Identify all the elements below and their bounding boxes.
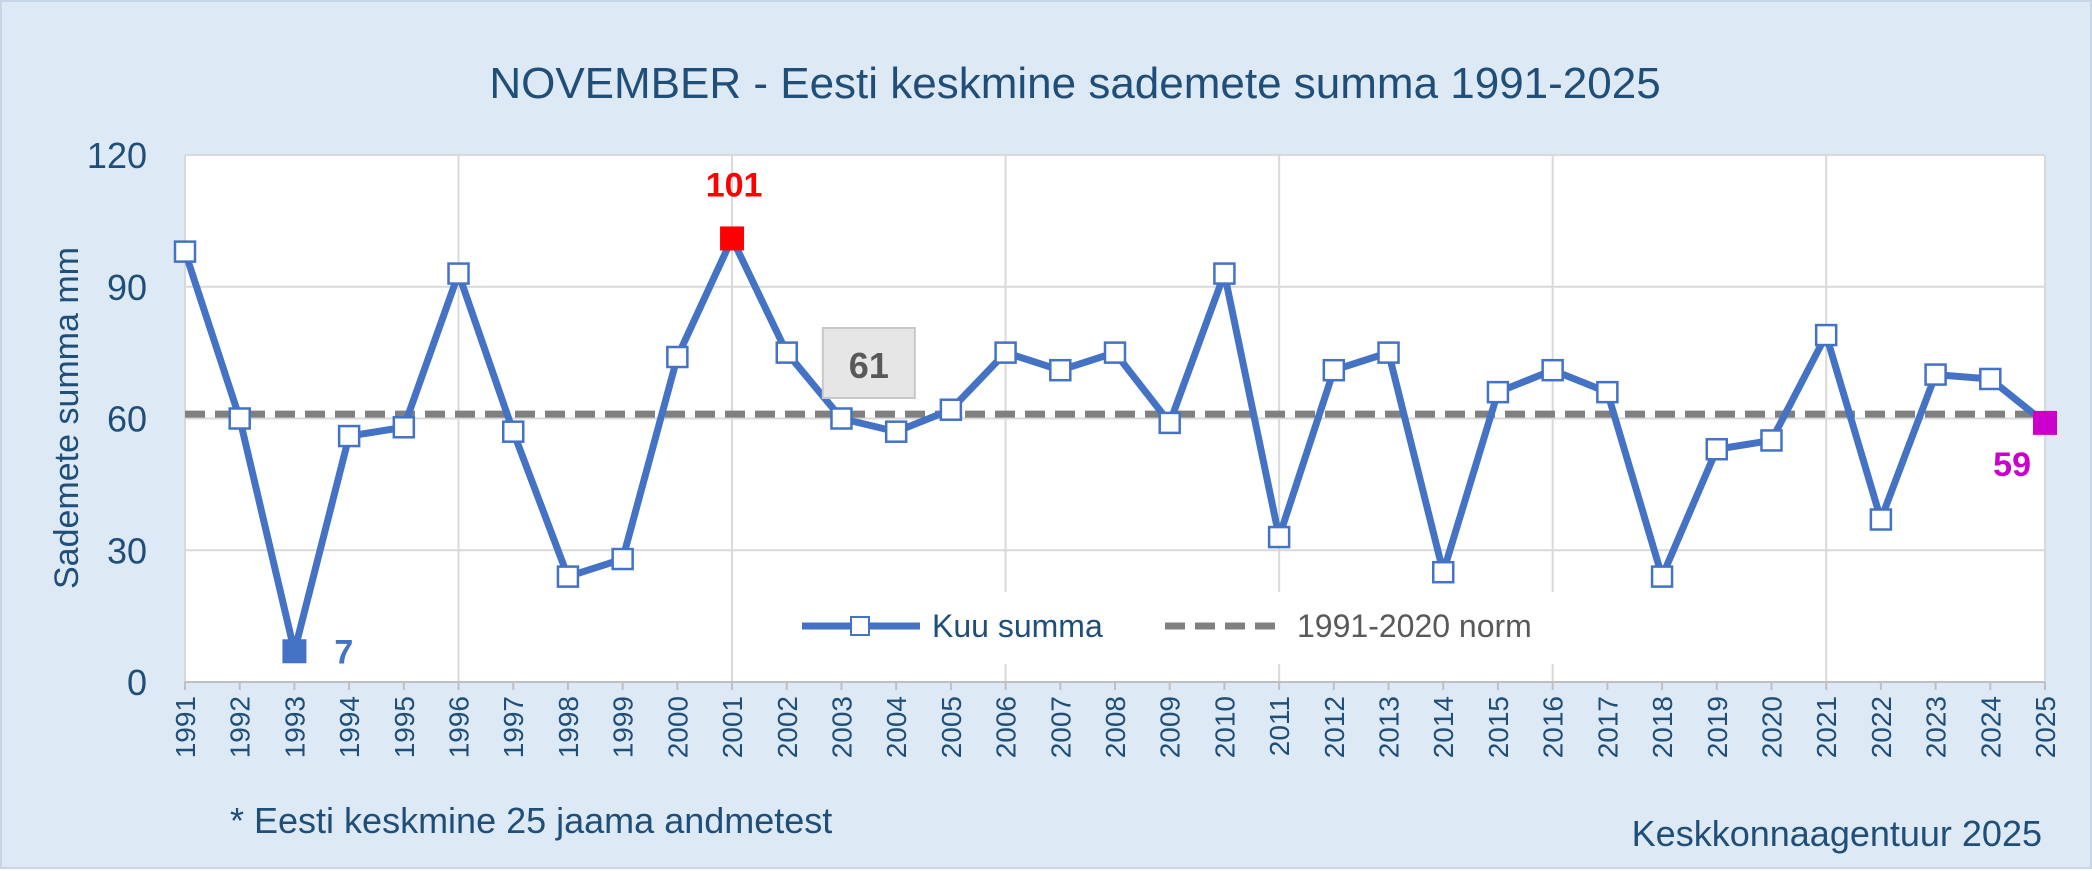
x-tick-label: 2001 xyxy=(717,696,748,758)
data-point xyxy=(556,565,580,588)
y-axis-label: Sademete summa mm xyxy=(48,247,86,589)
y-tick-label: 120 xyxy=(87,135,147,176)
data-point xyxy=(666,345,689,369)
x-tick-label: 2013 xyxy=(1374,696,1405,758)
data-point xyxy=(173,240,197,263)
highlight-point xyxy=(720,226,745,251)
data-point xyxy=(447,262,470,285)
legend-series-marker xyxy=(850,616,870,636)
data-point xyxy=(1869,508,1893,531)
x-tick-label: 1998 xyxy=(553,696,584,758)
data-point xyxy=(775,341,799,364)
legend-norm-label: 1991-2020 norm xyxy=(1297,608,1532,644)
x-tick-label: 2003 xyxy=(826,696,857,758)
highlight-point xyxy=(2033,410,2057,435)
data-point xyxy=(1267,525,1291,549)
x-tick-label: 1996 xyxy=(444,696,475,758)
y-tick-label: 90 xyxy=(107,267,147,308)
data-point xyxy=(392,416,416,439)
norm-value-label: 61 xyxy=(849,345,889,386)
highlight-label: 59 xyxy=(1993,446,2031,484)
x-tick-label: 2024 xyxy=(1975,696,2006,758)
x-tick-label: 1997 xyxy=(498,696,529,758)
x-tick-label: 2018 xyxy=(1647,696,1678,758)
data-point xyxy=(830,407,853,430)
data-point xyxy=(1049,358,1072,382)
x-tick-label: 2009 xyxy=(1155,696,1186,758)
x-tick-label: 1992 xyxy=(225,696,256,758)
x-tick-label: 2017 xyxy=(1592,696,1623,758)
x-tick-label: 2002 xyxy=(772,696,803,758)
axis-layer: 0 30 60 90 120 1991 1992 1993 1994 1995 1996 1997 19… xyxy=(87,135,2061,758)
data-point xyxy=(1596,380,1619,404)
data-point xyxy=(337,424,361,448)
data-point xyxy=(1103,341,1127,364)
highlight-label: 101 xyxy=(706,166,763,204)
x-tick-label: 1993 xyxy=(279,696,310,758)
label-layer: 61 7 101 59 xyxy=(334,166,2031,671)
data-point xyxy=(1158,411,1181,435)
x-tick-label: 1995 xyxy=(389,696,420,758)
source-credit: Keskkonnaagentuur 2025 xyxy=(1632,813,2042,854)
data-point xyxy=(1486,380,1510,404)
legend-series-label: Kuu summa xyxy=(932,608,1103,644)
y-tick-label: 30 xyxy=(107,530,147,571)
x-tick-label: 2000 xyxy=(662,696,693,758)
highlight-point xyxy=(282,639,307,664)
x-tick-label: 2007 xyxy=(1045,696,1076,758)
data-point xyxy=(1377,341,1400,364)
y-tick-label: 60 xyxy=(107,399,147,440)
x-tick-label: 2004 xyxy=(881,696,912,758)
x-tick-label: 2012 xyxy=(1319,696,1350,758)
x-tick-label: 2025 xyxy=(2030,696,2061,758)
x-tick-label: 2022 xyxy=(1866,696,1897,758)
norm-value-box xyxy=(821,327,916,399)
x-tick-label: 1999 xyxy=(608,696,639,758)
x-tick-label: 2011 xyxy=(1264,696,1295,756)
data-point xyxy=(501,420,525,443)
x-tick-label: 2021 xyxy=(1811,696,1842,758)
highlight-label: 7 xyxy=(334,633,353,671)
y-tick-label: 0 xyxy=(127,662,147,703)
legend: Kuu summa 1991-2020 norm xyxy=(782,592,1612,664)
data-point xyxy=(1705,437,1729,461)
footnote: * Eesti keskmine 25 jaama andmetest xyxy=(230,800,832,841)
x-tick-label: 2016 xyxy=(1538,696,1569,758)
x-tick-label: 2005 xyxy=(936,696,967,758)
data-point xyxy=(1322,358,1346,382)
x-tick-label: 2014 xyxy=(1428,696,1459,758)
data-point xyxy=(1924,363,1947,386)
data-point xyxy=(884,420,908,443)
data-point xyxy=(1979,367,2002,391)
data-point xyxy=(1650,565,1674,588)
data-point xyxy=(1213,262,1236,285)
series-layer xyxy=(173,226,2057,664)
data-point xyxy=(994,341,1017,364)
x-tick-label: 2023 xyxy=(1921,696,1952,758)
data-point xyxy=(1541,358,1564,382)
x-tick-label: 1994 xyxy=(334,696,365,758)
x-tick-label: 2019 xyxy=(1702,696,1733,758)
data-point xyxy=(611,547,634,571)
data-point xyxy=(1431,560,1455,584)
x-tick-label: 2008 xyxy=(1100,696,1131,758)
data-point xyxy=(1760,429,1783,452)
data-point xyxy=(228,407,251,430)
chart-title: NOVEMBER - Eesti keskmine sademete summa… xyxy=(489,59,1660,108)
x-tick-label: 1991 xyxy=(170,696,201,758)
x-tick-label: 2020 xyxy=(1756,696,1787,758)
x-tick-label: 2006 xyxy=(991,696,1022,758)
x-tick-label: 2010 xyxy=(1209,696,1240,758)
x-tick-label: 2015 xyxy=(1483,696,1514,758)
data-point xyxy=(1814,323,1838,347)
data-point xyxy=(939,398,963,421)
